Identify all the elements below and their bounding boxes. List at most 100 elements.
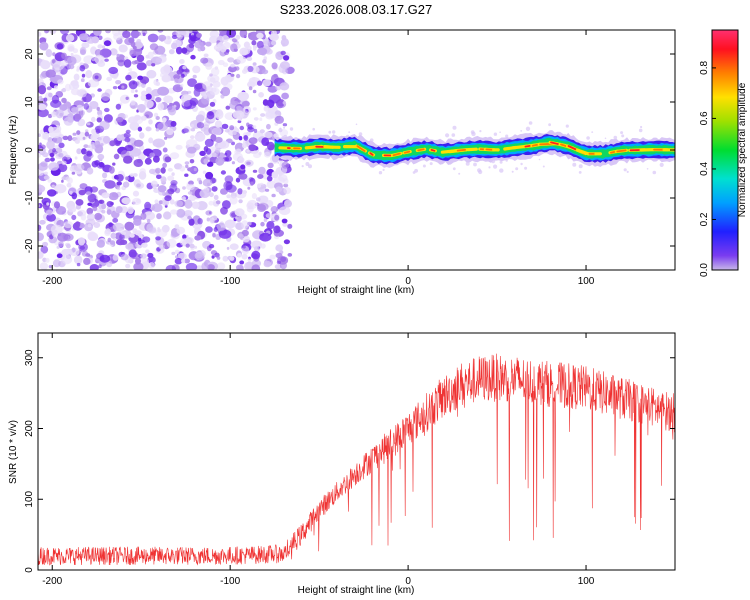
- noise-speckle: [110, 232, 117, 239]
- noise-speckle: [147, 252, 154, 258]
- noise-speckle: [206, 217, 210, 222]
- noise-speckle: [127, 116, 138, 124]
- noise-speckle: [133, 159, 144, 167]
- noise-speckle: [78, 118, 86, 126]
- noise-speckle: [122, 181, 130, 188]
- noise-speckle: [252, 107, 257, 111]
- noise-speckle: [289, 127, 294, 131]
- ridge-core-red: [417, 148, 425, 152]
- noise-speckle: [39, 262, 49, 270]
- noise-speckle: [112, 86, 118, 90]
- noise-speckle: [170, 209, 178, 215]
- noise-speckle: [39, 73, 47, 79]
- spectrogram-x-tick-label: 100: [578, 276, 595, 287]
- noise-speckle: [281, 161, 290, 169]
- noise-speckle: [56, 43, 64, 50]
- noise-speckle: [217, 140, 230, 149]
- noise-speckle: [164, 136, 168, 140]
- noise-speckle: [86, 36, 96, 44]
- noise-speckle: [38, 162, 48, 171]
- noise-speckle: [261, 137, 270, 146]
- noise-speckle: [44, 157, 51, 163]
- noise-speckle: [235, 216, 238, 220]
- noise-speckle: [87, 202, 93, 206]
- noise-speckle: [145, 93, 152, 100]
- noise-speckle: [251, 193, 257, 200]
- noise-speckle: [358, 132, 363, 136]
- spectrogram-y-tick-label: 0: [24, 147, 35, 153]
- noise-speckle: [45, 209, 54, 216]
- noise-speckle: [49, 76, 57, 82]
- noise-speckle: [258, 166, 266, 175]
- noise-speckle: [66, 243, 71, 249]
- noise-speckle: [125, 96, 129, 101]
- noise-speckle: [237, 120, 242, 124]
- noise-speckle: [174, 257, 183, 265]
- noise-speckle: [206, 161, 214, 167]
- noise-speckle: [242, 190, 248, 195]
- noise-speckle: [154, 45, 166, 55]
- noise-speckle: [230, 63, 236, 68]
- noise-speckle: [283, 239, 290, 245]
- noise-speckle: [145, 249, 150, 254]
- noise-speckle: [204, 138, 214, 147]
- noise-speckle: [262, 99, 269, 106]
- noise-speckle: [287, 223, 293, 229]
- snr-frame: [37, 332, 676, 571]
- noise-speckle: [215, 200, 221, 205]
- noise-speckle: [61, 176, 67, 180]
- snr-y-ticks: 0 100 200 300: [24, 349, 675, 573]
- noise-speckle: [263, 105, 270, 112]
- noise-speckle: [211, 127, 222, 136]
- noise-speckle: [140, 115, 147, 121]
- noise-speckle: [222, 255, 229, 262]
- ridge-core-red: [430, 148, 436, 152]
- noise-speckle: [275, 244, 284, 252]
- noise-speckle: [183, 210, 193, 217]
- noise-speckle: [209, 101, 216, 107]
- noise-speckle: [122, 30, 131, 39]
- noise-speckle: [132, 190, 140, 197]
- noise-speckle: [312, 127, 316, 131]
- noise-speckle: [235, 34, 241, 40]
- noise-speckle: [176, 208, 186, 218]
- noise-speckle: [133, 139, 144, 147]
- noise-speckle: [275, 186, 283, 193]
- noise-speckle: [89, 264, 99, 270]
- noise-speckle: [185, 262, 198, 270]
- noise-speckle: [542, 165, 545, 168]
- noise-speckle: [39, 41, 49, 51]
- snr-series-line: [38, 353, 675, 566]
- noise-speckle: [66, 182, 72, 188]
- noise-speckle: [168, 49, 175, 55]
- noise-speckle: [237, 188, 243, 195]
- noise-speckle: [252, 62, 257, 66]
- noise-speckle: [194, 40, 204, 49]
- noise-speckle: [132, 173, 138, 177]
- noise-speckle: [76, 130, 81, 136]
- noise-speckle: [52, 259, 61, 268]
- ridge-core-red: [456, 148, 467, 152]
- noise-speckle: [429, 162, 433, 166]
- noise-speckle: [163, 95, 174, 104]
- noise-speckle: [152, 138, 166, 148]
- noise-speckle: [136, 54, 145, 63]
- noise-speckle: [106, 76, 113, 82]
- noise-speckle: [57, 79, 64, 85]
- noise-speckle: [109, 140, 116, 147]
- noise-speckle: [103, 40, 112, 47]
- noise-speckle: [174, 249, 180, 255]
- noise-speckle: [262, 59, 267, 64]
- noise-speckle: [181, 47, 188, 54]
- noise-speckle: [38, 204, 41, 208]
- noise-speckle: [458, 172, 461, 175]
- noise-speckle: [93, 30, 102, 36]
- noise-speckle: [452, 167, 456, 171]
- noise-speckle: [144, 111, 154, 119]
- noise-speckle: [171, 42, 178, 50]
- noise-speckle: [308, 164, 312, 169]
- noise-speckle: [94, 49, 102, 57]
- noise-speckle: [186, 183, 195, 191]
- noise-speckle: [81, 148, 87, 155]
- noise-speckle: [146, 223, 154, 233]
